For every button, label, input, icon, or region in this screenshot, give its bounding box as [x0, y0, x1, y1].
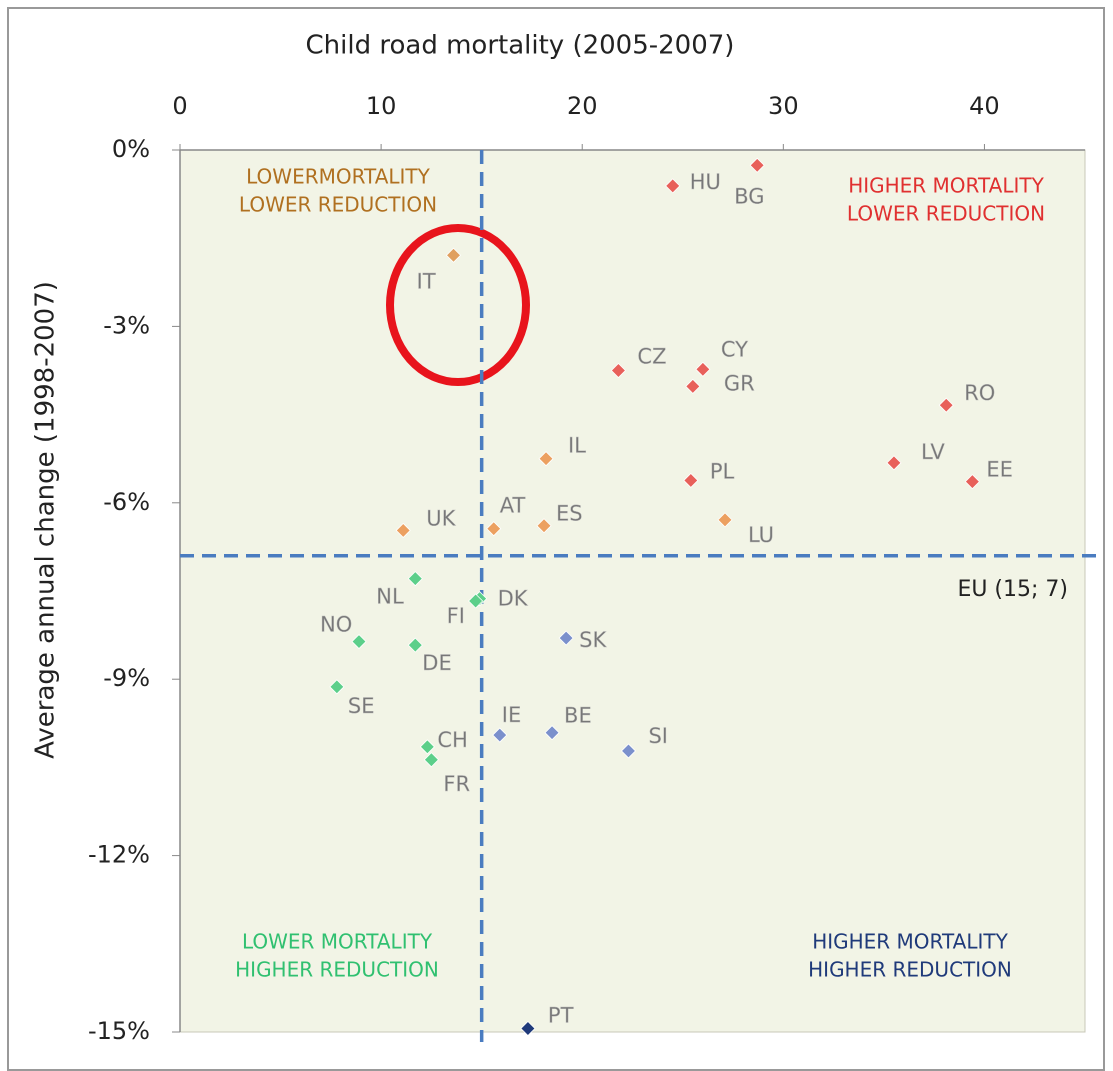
chart-title: Child road mortality (2005-2007): [306, 31, 735, 61]
point: [964, 474, 980, 490]
point-label: BE: [564, 704, 592, 728]
point-label: IL: [568, 434, 586, 458]
y-axis-label: Average annual change (1998-2007): [31, 281, 61, 759]
point-label: CH: [437, 728, 467, 752]
point: [492, 727, 508, 743]
plot-area: [179, 149, 1086, 1033]
point-label: IE: [502, 703, 521, 727]
point: [938, 397, 954, 413]
y-tick-label: -12%: [88, 841, 150, 869]
quadrant-label: LOWER REDUCTION: [847, 202, 1045, 226]
point-label: FR: [443, 772, 470, 796]
point: [423, 752, 439, 768]
point-label: HU: [690, 170, 721, 194]
point-label: DE: [422, 651, 451, 675]
point: [468, 593, 484, 609]
quadrant-label: LOWER REDUCTION: [239, 193, 437, 217]
point: [445, 247, 462, 263]
point: [685, 378, 701, 394]
y-tick-label: -15%: [88, 1017, 150, 1045]
point-label: PT: [548, 1003, 574, 1027]
point-label: LV: [921, 440, 945, 464]
point-label: EE: [986, 458, 1013, 482]
point-label: NL: [376, 585, 404, 609]
point: [407, 637, 423, 653]
point: [329, 679, 345, 695]
point: [558, 630, 574, 646]
point-label: AT: [500, 494, 526, 518]
highlight-circle: [386, 224, 530, 386]
point: [683, 472, 699, 489]
quadrant-label: LOWER MORTALITY: [242, 930, 433, 954]
reference-label: EU (15; 7): [957, 577, 1068, 602]
point: [749, 157, 765, 173]
point-label: SI: [648, 724, 668, 748]
point-label: DK: [498, 587, 529, 611]
point-label: NO: [320, 613, 352, 637]
point: [407, 571, 423, 587]
x-tick-label: 10: [366, 92, 397, 120]
point: [536, 518, 552, 534]
point: [695, 361, 711, 377]
quadrant-label: LOWERMORTALITY: [246, 165, 431, 189]
point: [520, 1020, 536, 1037]
point-label: CY: [721, 337, 748, 361]
y-tick-label: 0%: [112, 135, 150, 163]
quadrant-label: HIGHER MORTALITY: [848, 174, 1044, 198]
point: [886, 455, 902, 471]
point-label: GR: [724, 371, 755, 395]
point: [544, 725, 560, 741]
y-tick-label: -9%: [103, 664, 150, 692]
y-tick-label: -3%: [103, 311, 150, 339]
point: [717, 512, 733, 528]
point-label: IT: [417, 269, 436, 293]
x-tick-label: 0: [172, 92, 187, 120]
point: [395, 522, 411, 539]
point-label: RO: [964, 381, 995, 405]
point-label: UK: [426, 506, 456, 530]
y-tick-label: -6%: [103, 488, 150, 516]
point: [665, 178, 681, 194]
point: [486, 521, 502, 537]
point: [351, 634, 367, 650]
x-tick-label: 40: [969, 92, 1000, 120]
quadrant-label: HIGHER REDUCTION: [235, 958, 439, 982]
x-tick-label: 20: [567, 92, 598, 120]
point-label: LU: [748, 523, 774, 547]
point-label: BG: [734, 184, 764, 208]
point: [610, 362, 626, 379]
point-label: FI: [447, 604, 465, 628]
point-label: ES: [556, 502, 583, 526]
point-label: SK: [579, 628, 607, 652]
quadrant-label: HIGHER REDUCTION: [808, 958, 1012, 982]
point: [419, 739, 435, 755]
point-label: SE: [348, 694, 375, 718]
point: [538, 451, 554, 467]
point-label: PL: [710, 459, 735, 483]
point-label: CZ: [637, 345, 666, 369]
x-tick-label: 30: [768, 92, 799, 120]
quadrant-label: HIGHER MORTALITY: [812, 930, 1008, 954]
point: [620, 743, 637, 759]
